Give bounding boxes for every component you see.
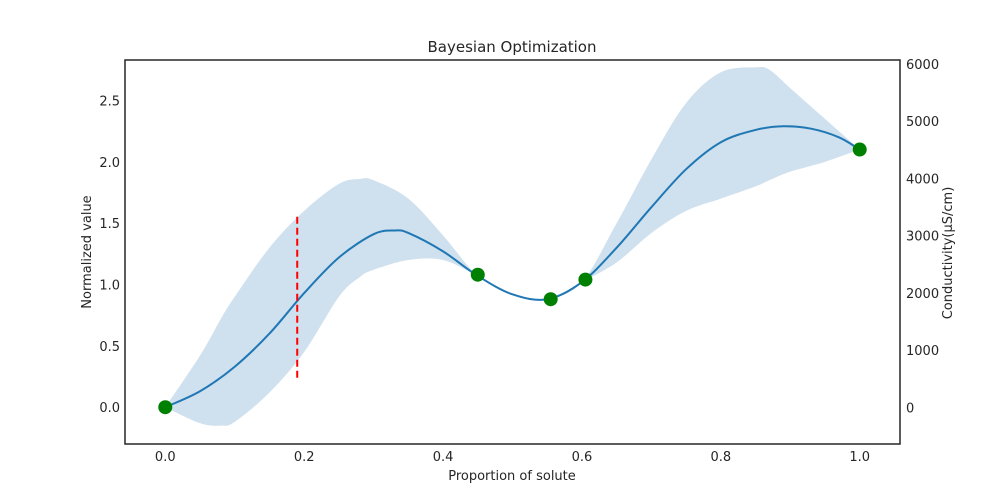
confidence-band <box>165 67 860 426</box>
observed-point <box>578 272 593 287</box>
y-tick-label-right: 0 <box>906 401 914 416</box>
x-axis-title: Proportion of solute <box>448 469 576 484</box>
observed-point <box>470 267 485 282</box>
mean-line <box>164 125 861 409</box>
y-tick-label-left: 0.5 <box>99 340 120 355</box>
observed-point <box>852 142 867 157</box>
x-tick-label: 0.2 <box>294 450 315 465</box>
y-tick-label-right: 2000 <box>906 287 939 302</box>
y-tick-label-left: 2.0 <box>99 156 120 171</box>
x-tick-label: 1.0 <box>849 450 870 465</box>
y-axis-title-left: Normalized value <box>80 195 95 308</box>
y-tick-label-right: 1000 <box>906 344 939 359</box>
x-tick-label: 0.4 <box>433 450 454 465</box>
observed-point <box>543 292 558 307</box>
y-tick-label-left: 1.5 <box>99 217 120 232</box>
plot-area: 0.0 0.2 0.4 0.6 0.8 1.0 0.0 0.5 1.0 1.5 2.0 2.5 0 100… <box>99 58 939 465</box>
chart-title: Bayesian Optimization <box>428 38 597 56</box>
y-axis-title-right: Conductivity(µS/cm) <box>941 187 956 320</box>
y-tick-label-right: 5000 <box>906 115 939 130</box>
y-tick-label-right: 4000 <box>906 172 939 187</box>
plot-frame <box>124 59 901 445</box>
y-tick-label-left: 0.0 <box>99 401 120 416</box>
y-tick-label-right: 3000 <box>906 230 939 245</box>
x-tick-label: 0.8 <box>710 450 731 465</box>
x-tick-label: 0.6 <box>572 450 593 465</box>
x-tick-label: 0.0 <box>155 450 176 465</box>
y-tick-label-left: 1.0 <box>99 279 120 294</box>
observed-point <box>158 400 173 415</box>
y-tick-label-left: 2.5 <box>99 94 120 109</box>
y-tick-label-right: 6000 <box>906 58 939 73</box>
